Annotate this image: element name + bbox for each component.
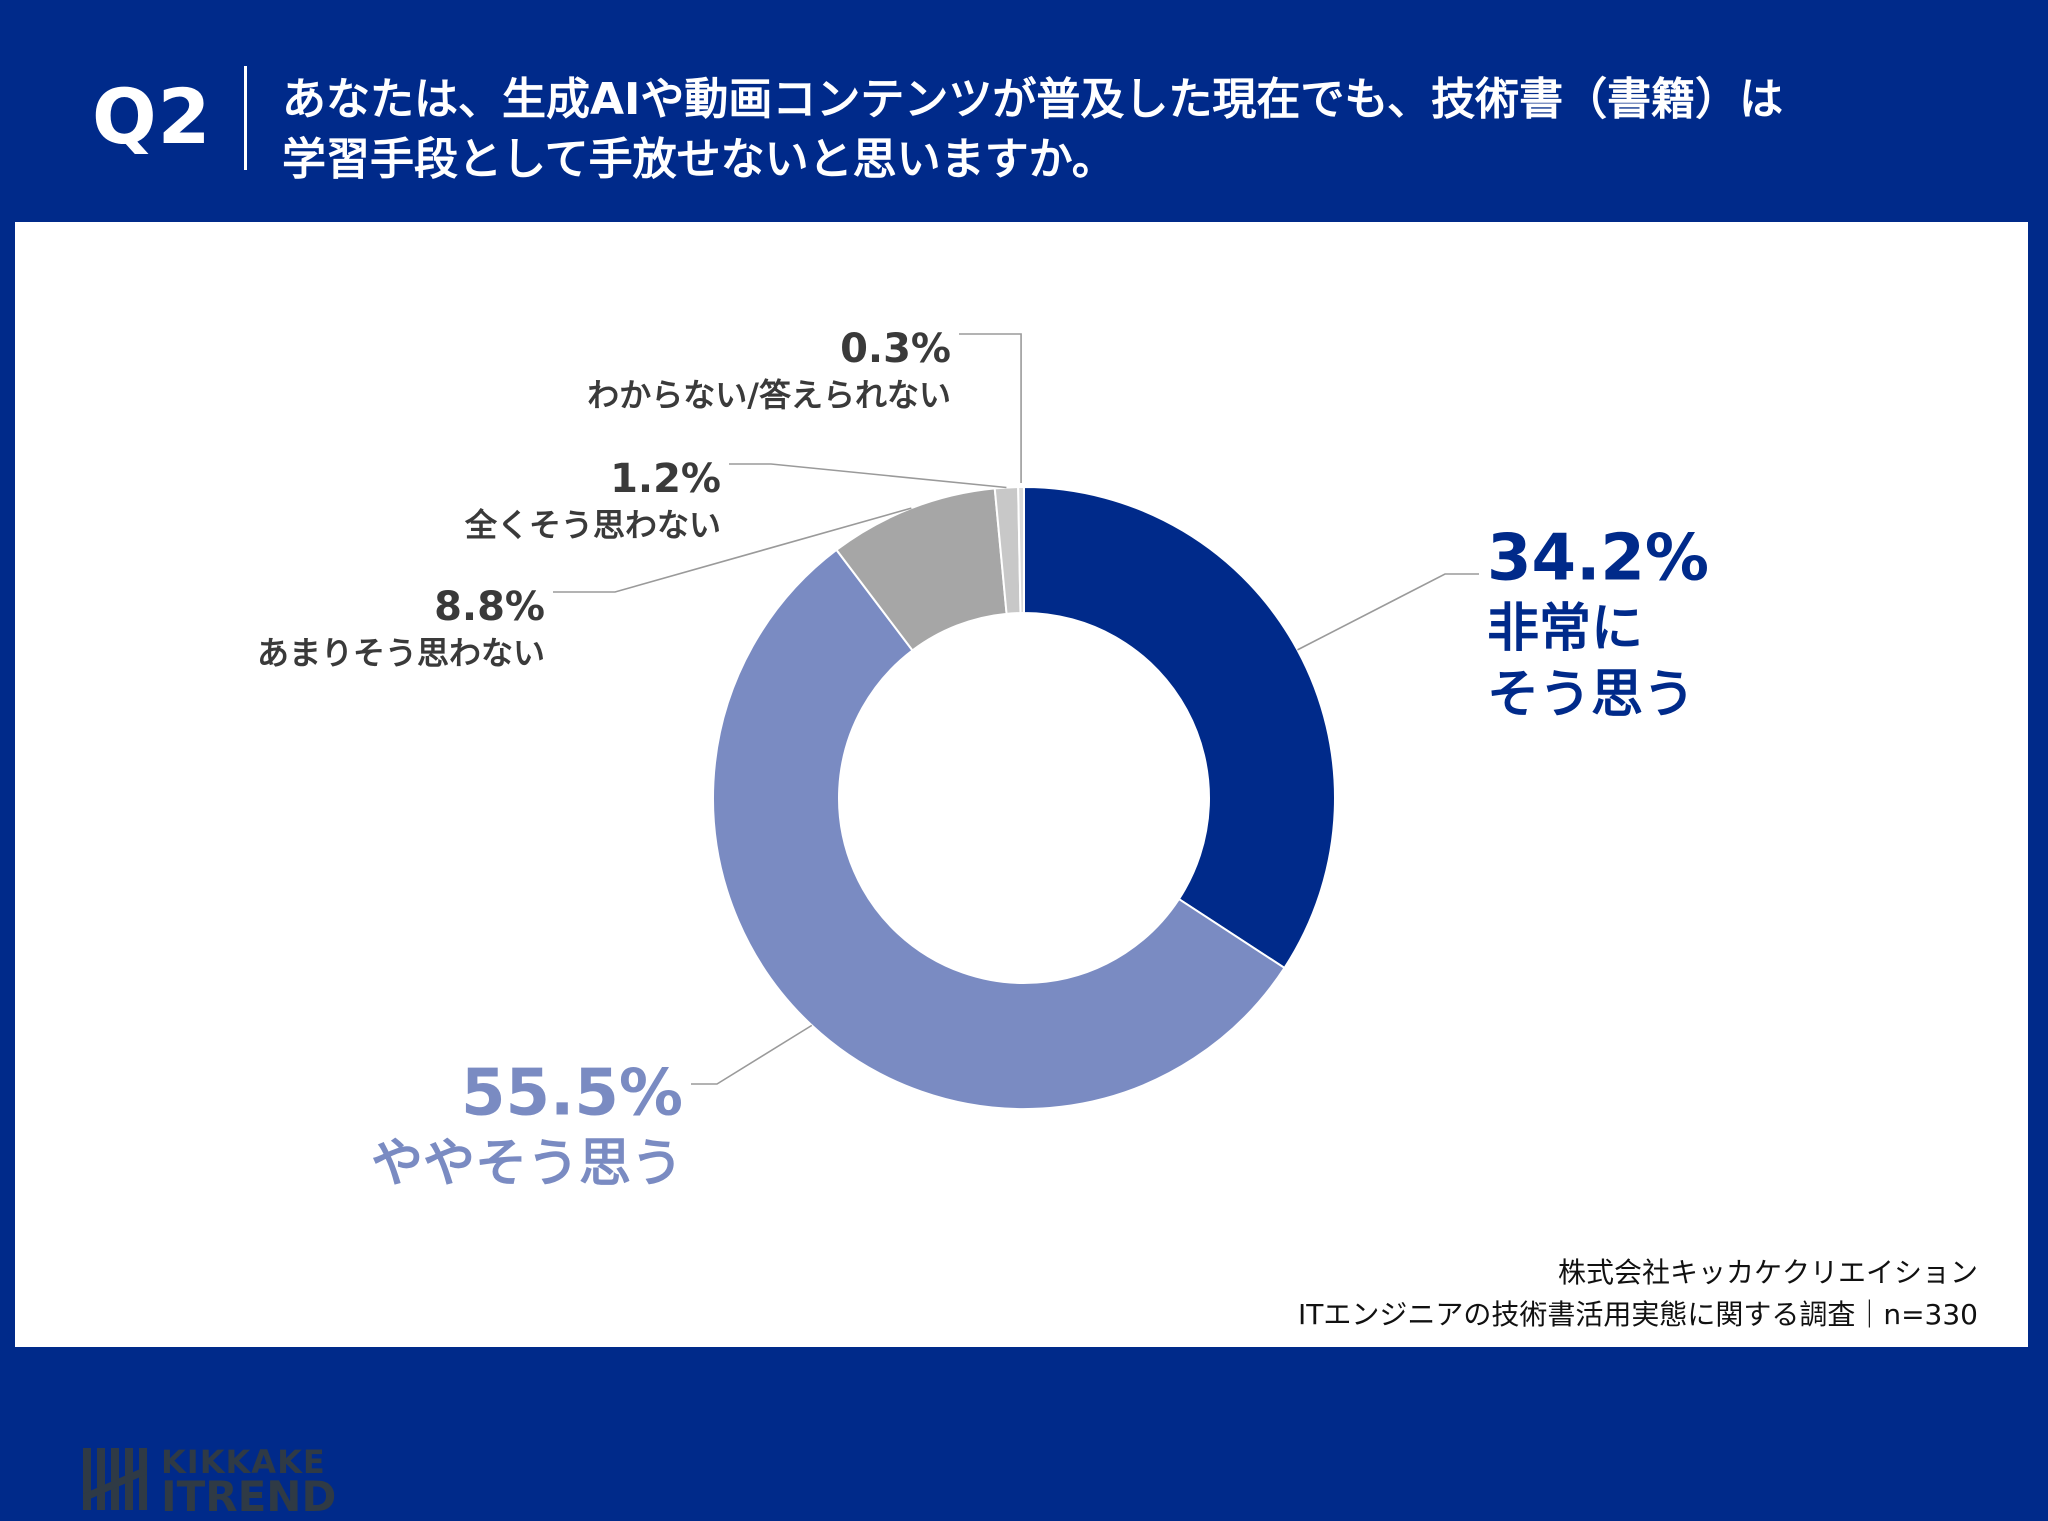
header-divider — [244, 66, 247, 170]
value-label-2: 55.5% — [461, 1056, 683, 1130]
question-number: Q2 — [92, 72, 212, 161]
leader-line-3 — [553, 507, 912, 593]
chart-panel: 34.2% 非常に そう思う 55.5% ややそう思う 8.8% あまりそう思わない 1.2%… — [15, 222, 2028, 1518]
question-text: あなたは、生成AIや動画コンテンツが普及した現在でも、技術書（書籍）は 学習手段… — [282, 70, 1982, 190]
survey-title: ITエンジニアの技術書活用実態に関する調査｜n=330 — [1297, 1298, 1978, 1331]
category-label-2: ややそう思う — [371, 1134, 683, 1194]
value-label-5: 0.3% — [840, 326, 951, 372]
category-label-3: あまりそう思わない — [257, 634, 545, 672]
category-label-1: そう思う — [1487, 665, 1695, 725]
logo-text-line-2: ITREND — [161, 1472, 337, 1521]
question-line-2: 学習手段として手放せないと思いますか。 — [282, 134, 1116, 185]
donut-slice-1 — [1023, 485, 1336, 970]
credits: 株式会社キッカケクリエイション ITエンジニアの技術書活用実態に関する調査｜n=… — [1078, 1252, 1978, 1336]
company-name: 株式会社キッカケクリエイション — [1557, 1256, 1978, 1289]
category-label-4: 全くそう思わない — [464, 506, 721, 544]
leader-line-4 — [729, 463, 1007, 489]
leader-line-1 — [1297, 573, 1479, 651]
question-line-1: あなたは、生成AIや動画コンテンツが普及した現在でも、技術書（書籍）は — [282, 74, 1784, 125]
leader-line-2 — [691, 1024, 813, 1085]
category-label-5: わからない/答えられない — [587, 376, 951, 414]
header: Q2 あなたは、生成AIや動画コンテンツが普及した現在でも、技術書（書籍）は 学… — [0, 0, 2048, 222]
leader-line-5 — [959, 333, 1022, 484]
logo-text-line-1: KIKKAKE — [161, 1443, 326, 1481]
donut-slice-2 — [712, 548, 1286, 1110]
logo-icon — [83, 1448, 147, 1510]
value-label-1: 34.2% — [1487, 521, 1709, 595]
category-label-1: 非常に — [1487, 599, 1643, 659]
value-label-3: 8.8% — [434, 584, 545, 630]
donut-slice-5 — [1017, 485, 1025, 615]
kikkake-itrend-logo: KIKKAKE ITREND — [83, 1443, 343, 1518]
value-label-4: 1.2% — [610, 456, 721, 502]
